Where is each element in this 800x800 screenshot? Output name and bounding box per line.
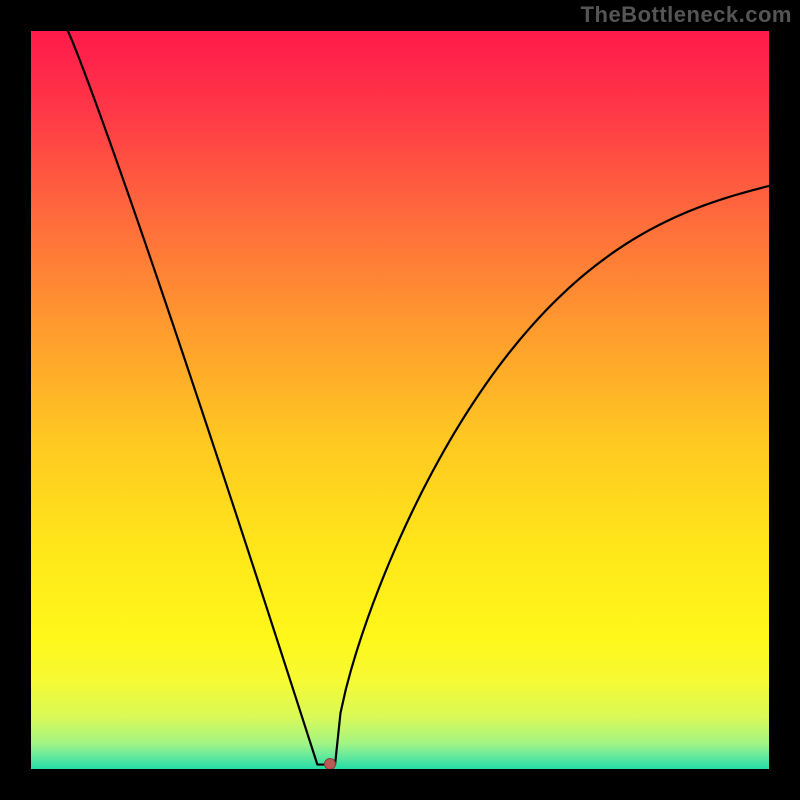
bottleneck-curve <box>31 31 769 769</box>
outer-frame: TheBottleneck.com <box>0 0 800 800</box>
plot-area <box>31 31 769 769</box>
optimum-marker <box>324 758 336 769</box>
watermark-text: TheBottleneck.com <box>581 2 792 28</box>
